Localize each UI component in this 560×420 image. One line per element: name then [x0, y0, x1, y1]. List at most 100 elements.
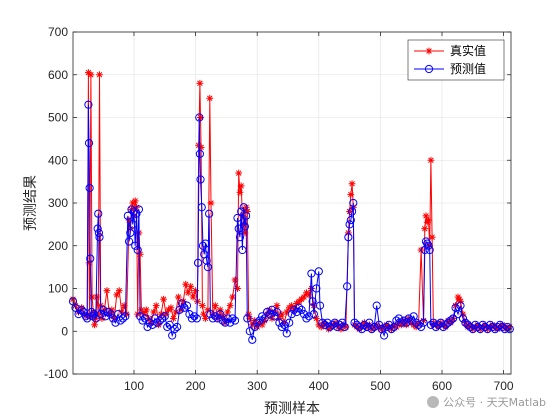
data-point-circle	[498, 322, 507, 332]
data-point-circle	[116, 316, 125, 325]
data-point-circle	[87, 307, 96, 317]
y-tick-label: 300	[48, 196, 68, 210]
data-point-circle	[111, 318, 120, 327]
data-point-circle	[270, 312, 279, 321]
data-point-circle	[182, 301, 192, 310]
data-point-circle	[344, 233, 353, 242]
data-point-circle	[309, 310, 318, 319]
data-point-asterisk	[457, 297, 464, 305]
x-axis-label: 预测样本	[264, 401, 320, 417]
data-point-asterisk	[428, 233, 436, 241]
data-point-circle	[387, 325, 396, 334]
x-tick-label: 700	[494, 379, 514, 393]
data-point-circle	[242, 211, 251, 220]
data-point-circle	[131, 241, 140, 250]
legend-asterisk	[425, 47, 433, 55]
data-point-circle	[173, 322, 182, 332]
data-point-circle	[193, 258, 203, 267]
data-point-circle	[136, 312, 145, 321]
data-point-asterisk	[235, 169, 243, 177]
data-point-circle	[133, 245, 142, 255]
data-point-circle	[277, 322, 286, 332]
data-point-circle	[211, 312, 220, 321]
data-point-circle	[91, 314, 100, 323]
data-point-circle	[218, 316, 227, 325]
data-point-circle	[84, 139, 94, 148]
y-tick-label: 0	[61, 324, 68, 338]
data-point-circle	[318, 318, 327, 327]
data-point-circle	[302, 314, 311, 323]
data-point-circle	[265, 310, 274, 319]
legend-marker-pred-circle	[424, 64, 434, 74]
data-point-circle	[416, 322, 426, 332]
data-point-circle	[370, 322, 379, 332]
data-point-circle	[121, 312, 130, 321]
data-point-circle	[197, 203, 206, 212]
data-point-circle	[86, 254, 95, 263]
data-point-circle	[94, 209, 103, 218]
data-point-circle	[143, 322, 152, 332]
data-point-asterisk	[198, 302, 206, 309]
data-point-circle	[490, 325, 500, 334]
data-point-circle	[453, 310, 463, 319]
x-tick-label: 100	[124, 379, 144, 393]
data-point-circle	[294, 303, 304, 312]
axis-ticks: 100 200 300 400 500 600 700 -100 0 100 200 300 400 50…	[44, 25, 514, 393]
data-point-circle	[170, 325, 179, 334]
data-point-circle	[93, 224, 102, 233]
data-point-circle	[77, 305, 86, 314]
data-point-circle	[425, 245, 434, 255]
data-point-circle	[195, 149, 205, 158]
data-point-circle	[500, 325, 509, 334]
legend-label-pred: 预测值	[450, 61, 486, 76]
data-point-asterisk	[184, 289, 192, 297]
data-point-circle	[213, 314, 222, 323]
data-point-asterisk	[167, 304, 175, 312]
data-point-circle	[128, 220, 137, 229]
data-point-circle	[132, 209, 141, 218]
data-point-asterisk	[87, 71, 95, 79]
data-point-circle	[240, 222, 249, 231]
y-tick-label: 200	[48, 239, 68, 253]
data-point-asterisk	[206, 94, 214, 102]
data-point-circle	[384, 320, 394, 329]
legend-box	[407, 39, 505, 81]
data-point-circle	[233, 213, 242, 223]
data-point-asterisk	[207, 199, 215, 207]
data-point-circle	[253, 318, 262, 327]
data-point-circle	[79, 307, 88, 317]
y-tick-label: 400	[48, 153, 68, 167]
data-point-asterisk	[224, 308, 232, 316]
data-point-circle	[402, 318, 411, 327]
data-point-circle	[230, 316, 240, 325]
data-point-asterisk	[273, 302, 281, 309]
series-predicted-values	[68, 100, 514, 344]
data-point-circle	[419, 318, 428, 327]
data-point-circle	[250, 322, 259, 332]
data-point-circle	[237, 207, 246, 216]
data-point-circle	[404, 314, 413, 323]
data-point-circle	[446, 316, 455, 325]
data-point-circle	[83, 314, 92, 323]
y-tick-label: 100	[48, 282, 68, 296]
data-point-asterisk	[211, 302, 219, 309]
data-point-circle	[238, 245, 247, 255]
data-point-circle	[461, 318, 470, 327]
data-point-circle	[444, 318, 453, 327]
data-point-circle	[94, 228, 103, 238]
data-point-circle	[287, 310, 296, 319]
data-point-circle	[292, 307, 301, 317]
y-tick-label: 700	[48, 25, 68, 39]
data-point-circle	[350, 318, 359, 327]
data-point-circle	[245, 327, 254, 336]
data-point-circle	[441, 320, 450, 329]
data-point-circle	[367, 325, 376, 334]
data-point-circle	[360, 320, 369, 329]
data-point-circle	[228, 314, 237, 323]
data-point-circle	[202, 256, 211, 265]
data-point-circle	[129, 207, 139, 216]
data-point-circle	[185, 310, 194, 319]
data-point-circle	[195, 113, 204, 122]
data-point-circle	[272, 307, 282, 317]
data-point-asterisk	[170, 315, 177, 322]
